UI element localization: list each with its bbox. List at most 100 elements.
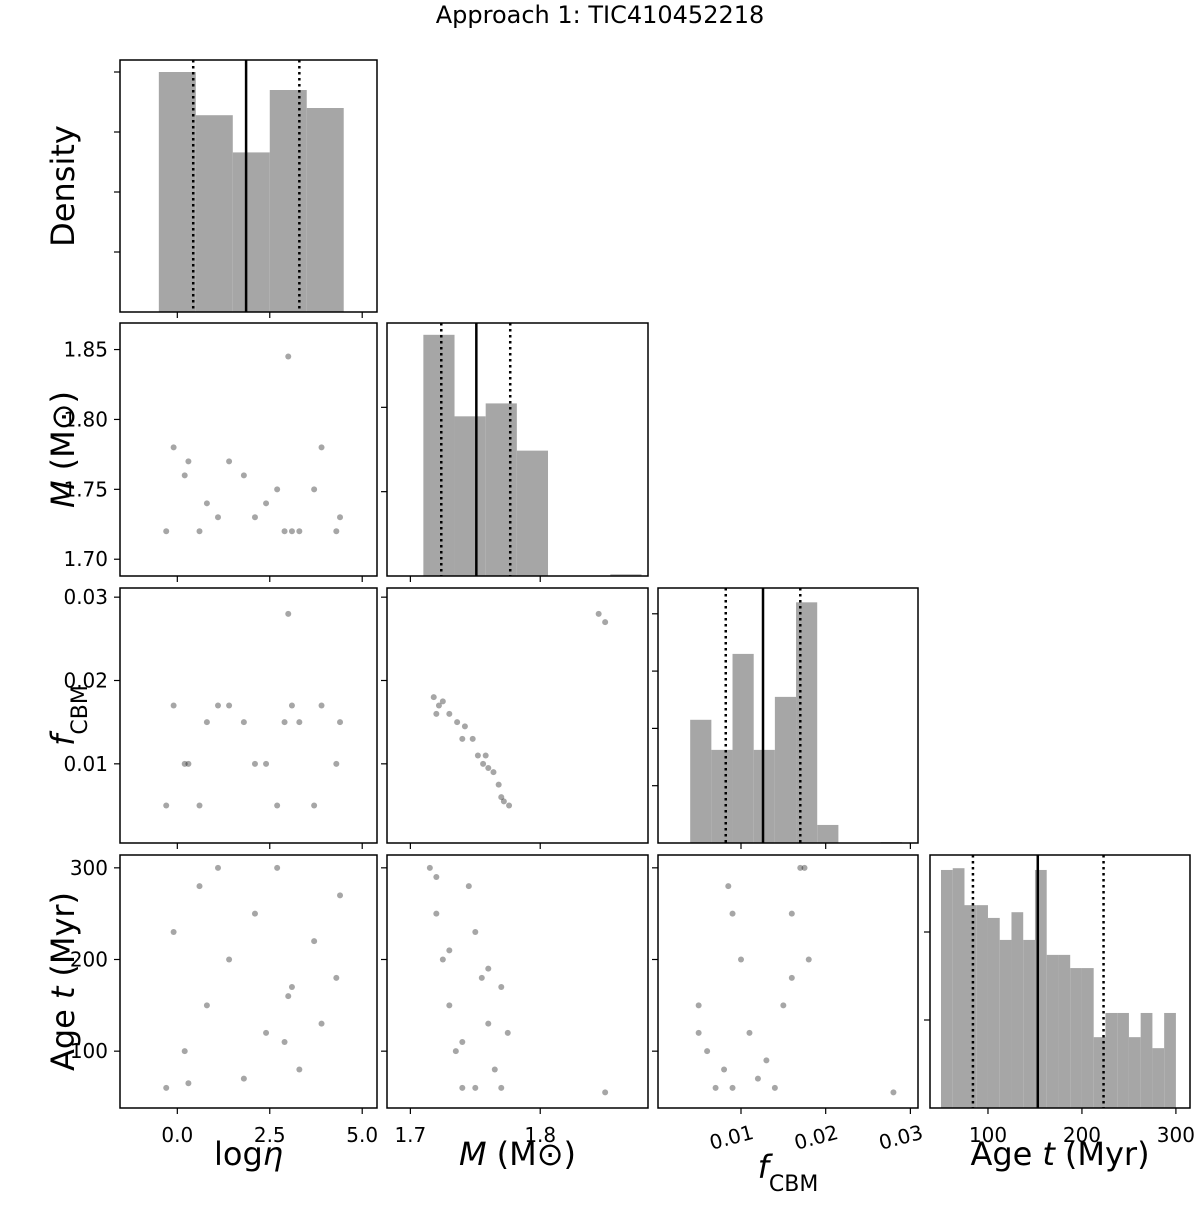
scatter-point (797, 864, 804, 871)
scatter-point (214, 702, 221, 709)
scatter-point (296, 1066, 303, 1073)
axis-label: fCBM (44, 685, 93, 746)
scatter-point (435, 702, 442, 709)
scatter-point (163, 802, 170, 809)
scatter-point (285, 353, 292, 360)
histogram-bar (1023, 939, 1035, 1108)
scatter-point (226, 702, 233, 709)
scatter-point (498, 794, 505, 801)
scatter-point (181, 1048, 188, 1055)
scatter-point (485, 1020, 492, 1027)
scatter-point (196, 528, 203, 535)
panel-frame (386, 587, 649, 844)
scatter-point (788, 910, 795, 917)
scatter-point (729, 910, 736, 917)
scatter-point (472, 1084, 479, 1091)
panel: 0.0 2.5 5.0 100 200 300 (70, 854, 378, 1147)
panel-frame (119, 854, 378, 1109)
scatter-point (318, 444, 325, 451)
scatter-point (459, 1039, 466, 1045)
scatter-point (285, 993, 292, 1000)
histogram-bar (232, 152, 270, 312)
x-tick-label: 2.5 (254, 1123, 286, 1147)
label-part: (M⊙) (497, 1135, 576, 1173)
label-part: M (459, 1135, 487, 1173)
label-part: η (263, 1135, 283, 1173)
scatter-point (485, 765, 492, 771)
histogram-bar (306, 108, 344, 312)
scatter-point (196, 883, 203, 890)
histogram-bar (711, 749, 733, 843)
scatter-point (439, 956, 446, 963)
scatter-point (805, 956, 812, 963)
histogram-bar (1034, 869, 1047, 1108)
scatter-point (763, 1057, 770, 1064)
scatter-point (452, 1048, 459, 1055)
scatter-point (725, 883, 732, 890)
y-tick-label: 0.01 (63, 752, 108, 776)
scatter-point (721, 1066, 728, 1073)
scatter-point (461, 723, 468, 730)
axis-label: fCBM (758, 1148, 819, 1197)
histogram-bar (485, 403, 517, 576)
scatter-point (474, 752, 481, 759)
scatter-point (490, 769, 497, 776)
histogram-bar (774, 696, 797, 843)
histogram-bar (158, 72, 196, 312)
scatter-point (163, 1084, 170, 1091)
scatter-point (780, 1002, 787, 1009)
label-part: Age (44, 1009, 82, 1071)
scatter-point (203, 1002, 210, 1009)
axis-label: M (M⊙) (44, 391, 82, 508)
scatter-point (318, 1020, 325, 1027)
histogram-bar (269, 90, 307, 312)
y-tick-label: 0.03 (63, 585, 108, 609)
histogram-bar (964, 905, 977, 1108)
panel-frame (929, 854, 1191, 1109)
panel (381, 587, 649, 849)
axis-label: M (M⊙) (459, 1135, 576, 1173)
histogram-bar (195, 115, 233, 312)
scatter-point (170, 702, 177, 709)
scatter-point (712, 1084, 719, 1091)
histogram-bar (1058, 954, 1071, 1108)
y-tick-label: 100 (70, 1039, 108, 1063)
scatter-point (754, 1075, 761, 1082)
scatter-point (602, 1089, 609, 1096)
scatter-point (433, 710, 440, 717)
panel-frame (119, 587, 378, 844)
scatter-point (163, 528, 170, 535)
scatter-point (185, 458, 192, 465)
scatter-point (737, 956, 744, 963)
panel: 0.01 0.02 0.03 (63, 585, 378, 849)
histogram-bar (423, 334, 455, 576)
scatter-point (185, 760, 192, 767)
scatter-point (433, 874, 440, 880)
histogram-bar (1117, 1012, 1129, 1108)
scatter-point (480, 760, 487, 767)
label-part: CBM (68, 685, 93, 734)
scatter-point (788, 974, 795, 981)
scatter-point (333, 528, 340, 535)
histogram-bar (999, 939, 1012, 1108)
panel-frame (119, 59, 378, 313)
scatter-point (454, 719, 461, 726)
x-tick-label: 0.0 (161, 1123, 193, 1147)
scatter-point (595, 610, 602, 617)
scatter-point (465, 883, 472, 890)
label-part: (Myr) (1065, 1135, 1150, 1173)
scatter-point (746, 1029, 753, 1036)
scatter-point (311, 486, 318, 493)
x-tick-label: 1.7 (394, 1123, 426, 1147)
scatter-point (281, 528, 288, 535)
scatter-point (695, 1029, 702, 1036)
label-part: (Myr) (44, 892, 82, 977)
scatter-point (240, 719, 247, 726)
panel: 1.70 1.75 1.80 1.85 (63, 322, 378, 582)
scatter-point (890, 1089, 897, 1096)
scatter-point (251, 514, 258, 521)
scatter-point (203, 719, 210, 726)
histogram-bar (1011, 912, 1024, 1108)
y-tick-label: 1.80 (63, 407, 108, 431)
